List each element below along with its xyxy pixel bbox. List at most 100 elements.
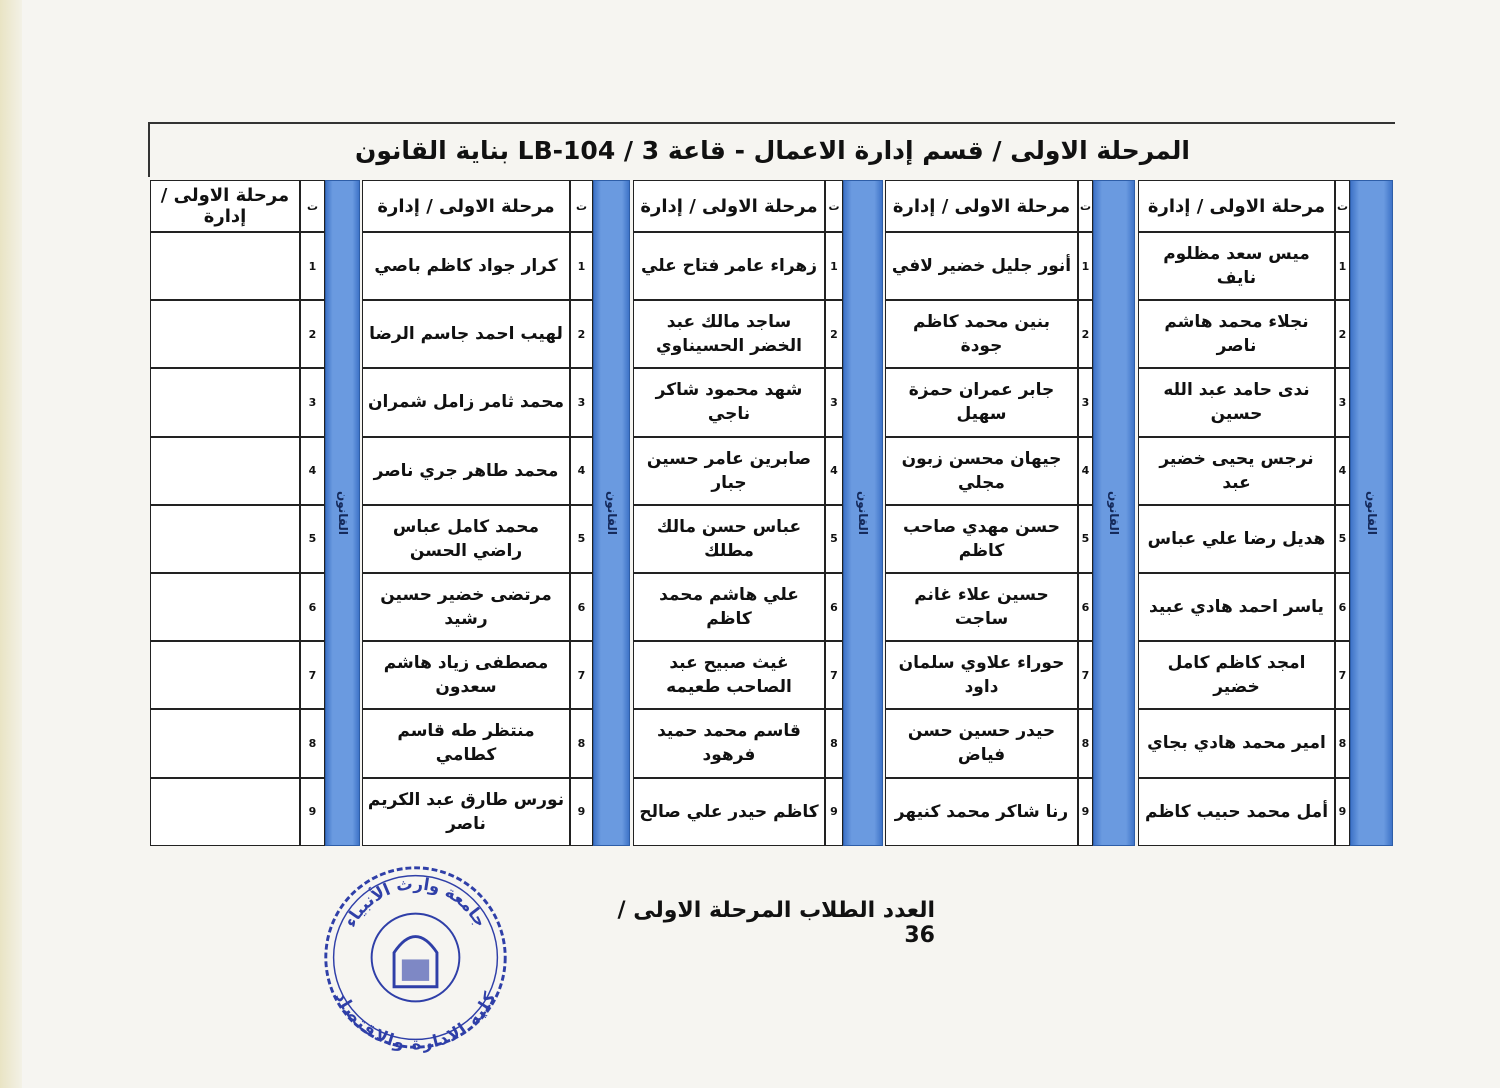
serial-number-cell: 9 — [300, 777, 325, 846]
serial-number-cell: 5 — [1335, 504, 1350, 573]
serial-header: ت — [1335, 180, 1350, 232]
serial-number-cell: 4 — [570, 436, 593, 505]
student-name-cell — [150, 709, 300, 778]
serial-header: ت — [1078, 180, 1093, 232]
student-name-cell: ندى حامد عبد الله حسين — [1138, 368, 1335, 437]
serial-number-cell: 3 — [1335, 368, 1350, 437]
student-name-cell: نورس طارق عبد الكريم ناصر — [362, 777, 570, 846]
student-name-cell: كاظم حيدر علي صالح — [633, 777, 825, 846]
serial-number-cell: 3 — [825, 368, 843, 437]
student-name-cell — [150, 641, 300, 710]
serial-number-cell: 2 — [1078, 300, 1093, 369]
student-name-cell: أمل محمد حبيب كاظم — [1138, 777, 1335, 846]
student-name-cell: محمد طاهر جري ناصر — [362, 436, 570, 505]
building-label: القانون — [1107, 490, 1121, 535]
building-label: القانون — [335, 490, 350, 535]
serial-number-cell: 8 — [825, 709, 843, 778]
student-name-cell: محمد ثامر زامل شمران — [362, 368, 570, 437]
building-band: القانون — [593, 180, 630, 846]
student-name-cell: كرار جواد كاظم باصي — [362, 232, 570, 301]
student-name-cell — [150, 232, 300, 301]
student-name-cell: حسن مهدي صاحب كاظم — [885, 504, 1078, 573]
building-band: القانون — [1350, 180, 1393, 846]
serial-number-cell: 7 — [570, 641, 593, 710]
student-count: العدد الطلاب المرحلة الاولى / 36 — [617, 898, 935, 948]
building-band: القانون — [1093, 180, 1135, 846]
serial-number-cell: 6 — [570, 573, 593, 642]
student-name-cell: جيهان محسن زبون مجلي — [885, 436, 1078, 505]
student-name-cell — [150, 573, 300, 642]
serial-number-cell: 9 — [1335, 777, 1350, 846]
student-name-cell: نجلاء محمد هاشم ناصر — [1138, 300, 1335, 369]
serial-number-cell: 9 — [570, 777, 593, 846]
student-name-cell: حيدر حسين حسن فياض — [885, 709, 1078, 778]
building-band: القانون — [325, 180, 360, 846]
group-header: مرحلة الاولى / إدارة — [362, 180, 570, 232]
student-name-cell: علي هاشم محمد كاظم — [633, 573, 825, 642]
student-name-cell: قاسم محمد حميد فرهود — [633, 709, 825, 778]
svg-text:كلية الادارة والاقتصاد: كلية الادارة والاقتصاد — [332, 989, 500, 1053]
student-name-cell: رنا شاكر محمد كنيهر — [885, 777, 1078, 846]
serial-number-cell: 6 — [1078, 573, 1093, 642]
student-name-cell: منتظر طه قاسم كطامي — [362, 709, 570, 778]
building-label: القانون — [856, 490, 870, 535]
student-name-cell: مرتضى خضير حسين رشيد — [362, 573, 570, 642]
student-name-cell: نرجس يحيى خضير عبد — [1138, 436, 1335, 505]
serial-number-cell: 3 — [1078, 368, 1093, 437]
group-header: مرحلة الاولى / إدارة — [1138, 180, 1335, 232]
serial-header: ت — [300, 180, 325, 232]
group-header: مرحلة الاولى / إدارة — [885, 180, 1078, 232]
student-name-cell: محمد كامل عباس راضي الحسن — [362, 504, 570, 573]
serial-number-cell: 1 — [1078, 232, 1093, 301]
serial-number-cell: 8 — [570, 709, 593, 778]
serial-number-cell: 3 — [300, 368, 325, 437]
student-name-cell — [150, 300, 300, 369]
serial-number-cell: 8 — [300, 709, 325, 778]
serial-number-cell: 5 — [825, 504, 843, 573]
table-title-row: المرحلة الاولى / قسم إدارة الاعمال - قاع… — [148, 122, 1395, 177]
student-name-cell: هديل رضا علي عباس — [1138, 504, 1335, 573]
student-name-cell — [150, 777, 300, 846]
serial-number-cell: 8 — [1335, 709, 1350, 778]
serial-number-cell: 2 — [570, 300, 593, 369]
student-name-cell: عباس حسن مالك مطلك — [633, 504, 825, 573]
paper-edge — [0, 0, 22, 1088]
student-name-cell: غيث صبيح عبد الصاحب طعيمه — [633, 641, 825, 710]
serial-number-cell: 4 — [1335, 436, 1350, 505]
serial-number-cell: 5 — [570, 504, 593, 573]
building-label: القانون — [604, 490, 619, 535]
student-name-cell: لهيب احمد جاسم الرضا — [362, 300, 570, 369]
serial-number-cell: 1 — [1335, 232, 1350, 301]
group-header: مرحلة الاولى / إدارة — [150, 180, 300, 232]
serial-number-cell: 2 — [300, 300, 325, 369]
student-name-cell: أنور جليل خضير لافي — [885, 232, 1078, 301]
serial-number-cell: 2 — [825, 300, 843, 369]
student-name-cell: جابر عمران حمزة سهيل — [885, 368, 1078, 437]
serial-number-cell: 1 — [300, 232, 325, 301]
student-name-cell: حسين علاء غانم ساجت — [885, 573, 1078, 642]
serial-number-cell: 9 — [825, 777, 843, 846]
student-name-cell: امير محمد هادي بجاي — [1138, 709, 1335, 778]
group-header: مرحلة الاولى / إدارة — [633, 180, 825, 232]
serial-number-cell: 7 — [825, 641, 843, 710]
page-title: المرحلة الاولى / قسم إدارة الاعمال - قاع… — [355, 136, 1190, 165]
student-name-cell — [150, 436, 300, 505]
serial-number-cell: 1 — [570, 232, 593, 301]
serial-number-cell: 4 — [825, 436, 843, 505]
building-band: القانون — [843, 180, 883, 846]
building-label: القانون — [1364, 490, 1379, 535]
svg-text:جامعة وارث الأنبياء: جامعة وارث الأنبياء — [340, 874, 490, 930]
serial-number-cell: 7 — [1078, 641, 1093, 710]
student-name-cell: ميس سعد مظلوم نايف — [1138, 232, 1335, 301]
serial-number-cell: 7 — [300, 641, 325, 710]
student-name-cell: مصطفى زياد هاشم سعدون — [362, 641, 570, 710]
student-name-cell: شهد محمود شاكر ناجي — [633, 368, 825, 437]
serial-number-cell: 6 — [300, 573, 325, 642]
serial-header: ت — [825, 180, 843, 232]
serial-number-cell: 5 — [1078, 504, 1093, 573]
serial-number-cell: 4 — [300, 436, 325, 505]
serial-number-cell: 2 — [1335, 300, 1350, 369]
serial-number-cell: 9 — [1078, 777, 1093, 846]
student-name-cell: زهراء عامر فتاح علي — [633, 232, 825, 301]
student-name-cell: ساجد مالك عبد الخضر الحسيناوي — [633, 300, 825, 369]
